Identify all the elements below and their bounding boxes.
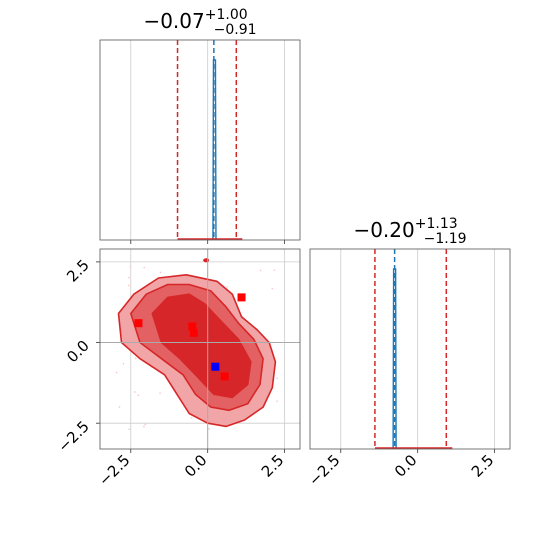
sample-dot (115, 371, 118, 374)
marginal-histogram-param-2: −2.5 0.0 2.5 −0.20+1.13 −1.19 (305, 216, 511, 490)
x-tick-label: −2.5 (95, 451, 133, 489)
sample-dot (144, 423, 147, 426)
sample-dot (276, 400, 278, 402)
panel-frame (309, 248, 511, 450)
x-tick-label: 2.5 (258, 451, 288, 481)
panel-frame (99, 39, 301, 241)
sample-dot (276, 377, 278, 380)
sample-dot (122, 362, 125, 365)
sample-marker (237, 293, 246, 302)
panel-title-param-2: −0.20+1.13 −1.19 (353, 216, 466, 247)
title-median: −0.20 (353, 218, 414, 242)
sample-marker (188, 322, 197, 331)
sample-dot (143, 425, 145, 428)
x-tick-label: 2.5 (468, 451, 498, 481)
contour-outlier-blob (203, 258, 210, 263)
sample-dot (128, 276, 130, 279)
panel-frame (99, 248, 301, 450)
y-tick-label: 0.0 (63, 337, 93, 367)
sample-dot (226, 286, 228, 288)
title-minus: −1.19 (424, 231, 467, 247)
sample-dot (273, 269, 276, 271)
title-plus: +1.13 (415, 216, 458, 232)
title-median: −0.07 (143, 9, 204, 33)
x-tick-label: 0.0 (391, 451, 421, 481)
panel-title-param-1: −0.07+1.00 −0.91 (143, 7, 256, 38)
sample-marker (134, 319, 143, 328)
sample-dot (143, 266, 146, 269)
title-plus: +1.00 (205, 7, 248, 23)
joint-contour-panel: −2.5 0.0 2.5 −2.5 0.0 2.5 (54, 248, 301, 490)
sample-dot (135, 357, 137, 360)
truth-marker (211, 362, 220, 371)
sample-dot (159, 392, 161, 394)
sample-marker (189, 328, 198, 337)
title-minus: −0.91 (214, 22, 257, 38)
sample-dot (159, 271, 162, 274)
sample-dot (134, 391, 136, 393)
sample-dot (137, 394, 140, 397)
contour-inner (151, 293, 252, 399)
sample-marker (220, 372, 229, 381)
x-tick-label: −2.5 (305, 451, 343, 489)
sample-dot (128, 428, 131, 431)
marginal-histogram-param-1: −0.07+1.00 −0.91 (99, 7, 301, 244)
sample-dot (190, 416, 193, 419)
sample-dot (129, 265, 132, 268)
y-tick-label: −2.5 (54, 417, 92, 455)
sample-dot (127, 284, 130, 287)
sample-dot (118, 406, 121, 408)
x-tick-label: 0.0 (181, 451, 211, 481)
sample-dot (271, 287, 274, 290)
sample-dot (208, 428, 211, 430)
y-tick-label: 2.5 (63, 256, 93, 286)
sample-dot (259, 269, 262, 272)
